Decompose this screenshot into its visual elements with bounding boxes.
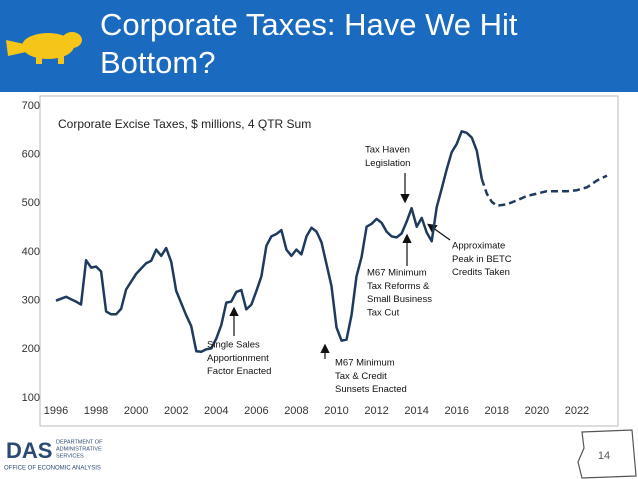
y-tick-label: 500 bbox=[22, 197, 40, 209]
y-tick-label: 400 bbox=[22, 246, 40, 258]
header-bar: Corporate Taxes: Have We Hit Bottom? bbox=[0, 0, 638, 92]
plot-frame bbox=[39, 95, 619, 427]
x-tick-label: 1996 bbox=[44, 405, 68, 417]
x-tick-label: 2014 bbox=[404, 405, 428, 417]
logo-dept: ADMINISTRATIVE bbox=[56, 446, 102, 452]
annotation-text: Apportionment bbox=[207, 353, 269, 364]
slide-title: Corporate Taxes: Have We Hit Bottom? bbox=[100, 7, 518, 80]
data-line bbox=[55, 130, 484, 354]
oregon-outline bbox=[577, 429, 637, 479]
annotation-text: Factor Enacted bbox=[207, 366, 271, 377]
annotation-text: Sunsets Enacted bbox=[335, 384, 407, 395]
x-tick-label: 2000 bbox=[124, 405, 148, 417]
beaver-icon bbox=[6, 32, 82, 64]
annotation-text: Tax Cut bbox=[367, 307, 400, 318]
y-tick-label: 700 bbox=[22, 100, 40, 112]
x-tick-label: 2022 bbox=[565, 405, 589, 417]
logo-dept: SERVICES bbox=[56, 453, 84, 459]
x-tick-label: 2002 bbox=[164, 405, 188, 417]
annotation-text: M67 Minimum bbox=[335, 358, 395, 369]
chart-title: Corporate Excise Taxes, $ millions, 4 QT… bbox=[58, 117, 311, 131]
x-tick-label: 2010 bbox=[324, 405, 348, 417]
y-tick-label: 300 bbox=[22, 295, 40, 307]
x-tick-label: 1998 bbox=[84, 405, 108, 417]
annotation-text: Approximate bbox=[452, 241, 505, 252]
x-tick-label: 2020 bbox=[525, 405, 549, 417]
x-tick-label: 2004 bbox=[204, 405, 228, 417]
x-tick-label: 2006 bbox=[244, 405, 268, 417]
annotation-text: Tax & Credit bbox=[335, 371, 387, 382]
annotation-text: Tax Haven bbox=[365, 145, 410, 156]
annotation-text: Legislation bbox=[365, 158, 410, 169]
das-logo: DAS DEPARTMENT OF ADMINISTRATIVE SERVICE… bbox=[4, 438, 103, 472]
data-line bbox=[480, 174, 608, 208]
x-tick-label: 2008 bbox=[284, 405, 308, 417]
logo-dept: DEPARTMENT OF bbox=[56, 439, 103, 445]
logo-name: DAS bbox=[6, 438, 52, 463]
annotation-text: Peak in BETC bbox=[452, 254, 512, 265]
x-tick-label: 2012 bbox=[364, 405, 388, 417]
annotation-text: Single Sales bbox=[207, 340, 260, 351]
y-tick-label: 100 bbox=[22, 392, 40, 404]
annotation-text: Credits Taken bbox=[452, 267, 510, 278]
annotation-text: Tax Reforms & bbox=[367, 281, 430, 292]
annotation-text: M67 Minimum bbox=[367, 268, 427, 279]
y-tick-label: 600 bbox=[22, 149, 40, 161]
page-number: 14 bbox=[598, 450, 610, 462]
logo-office: OFFICE OF ECONOMIC ANALYSIS bbox=[4, 466, 101, 472]
annotation-text: Small Business bbox=[367, 294, 432, 305]
y-tick-label: 200 bbox=[22, 343, 40, 355]
x-tick-label: 2016 bbox=[444, 405, 468, 417]
x-tick-label: 2018 bbox=[485, 405, 509, 417]
